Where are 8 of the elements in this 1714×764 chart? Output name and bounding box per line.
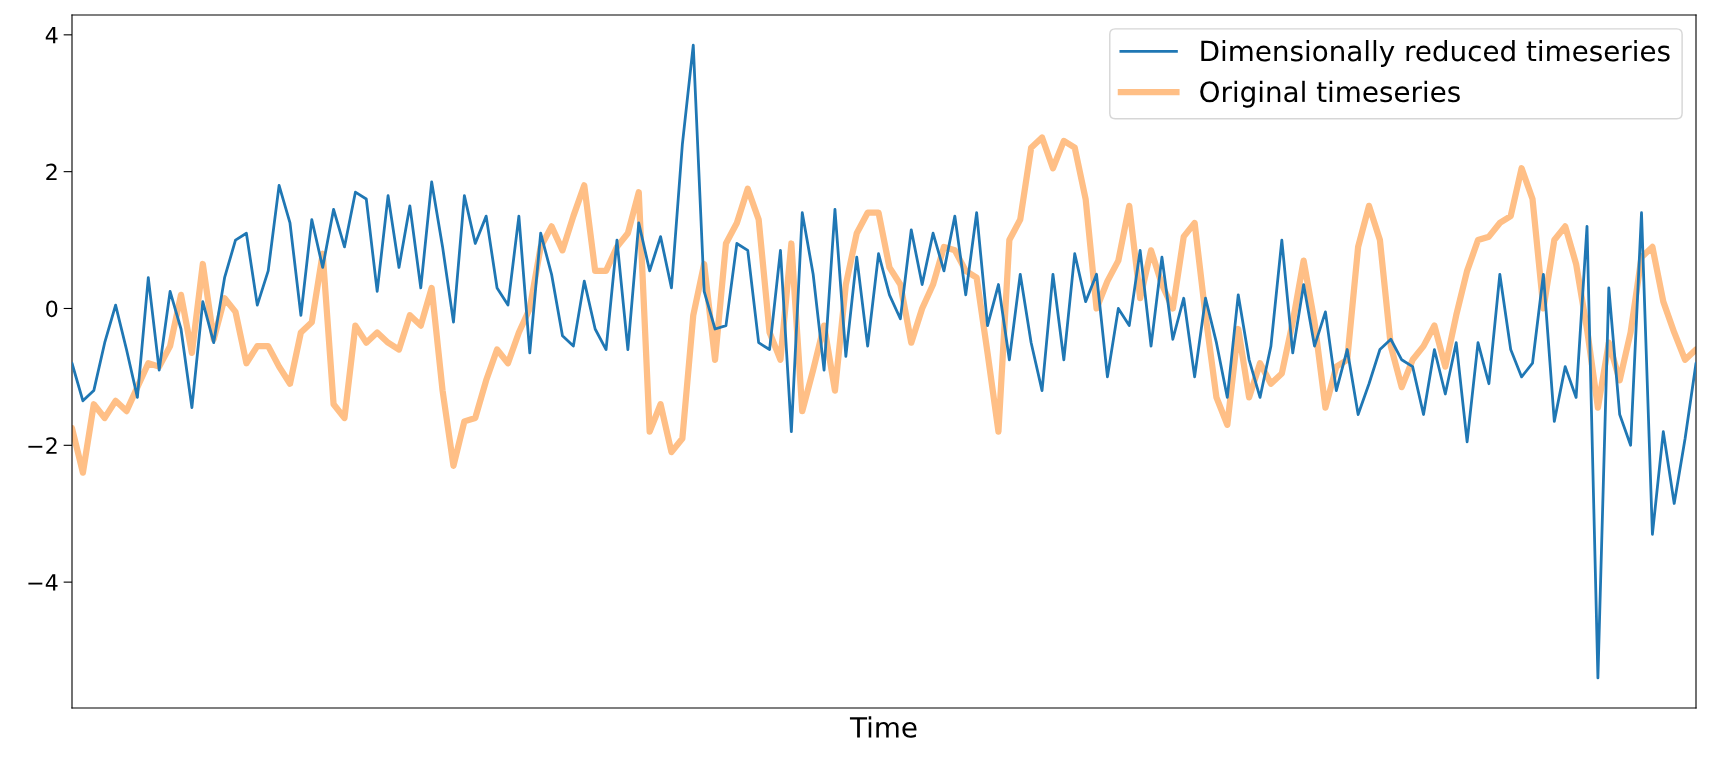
y-tick-label: 0 [46,300,58,318]
legend-label: Original timeseries [1200,80,1460,108]
y-tick-label: −2 [28,437,57,454]
y-tick-label: −4 [28,574,58,591]
y-tick-label: 4 [45,27,58,44]
legend-label: Dimensionally reduced timeseries [1201,40,1670,67]
x-axis-title: Time [849,716,917,738]
y-tick-label: 2 [46,163,57,181]
